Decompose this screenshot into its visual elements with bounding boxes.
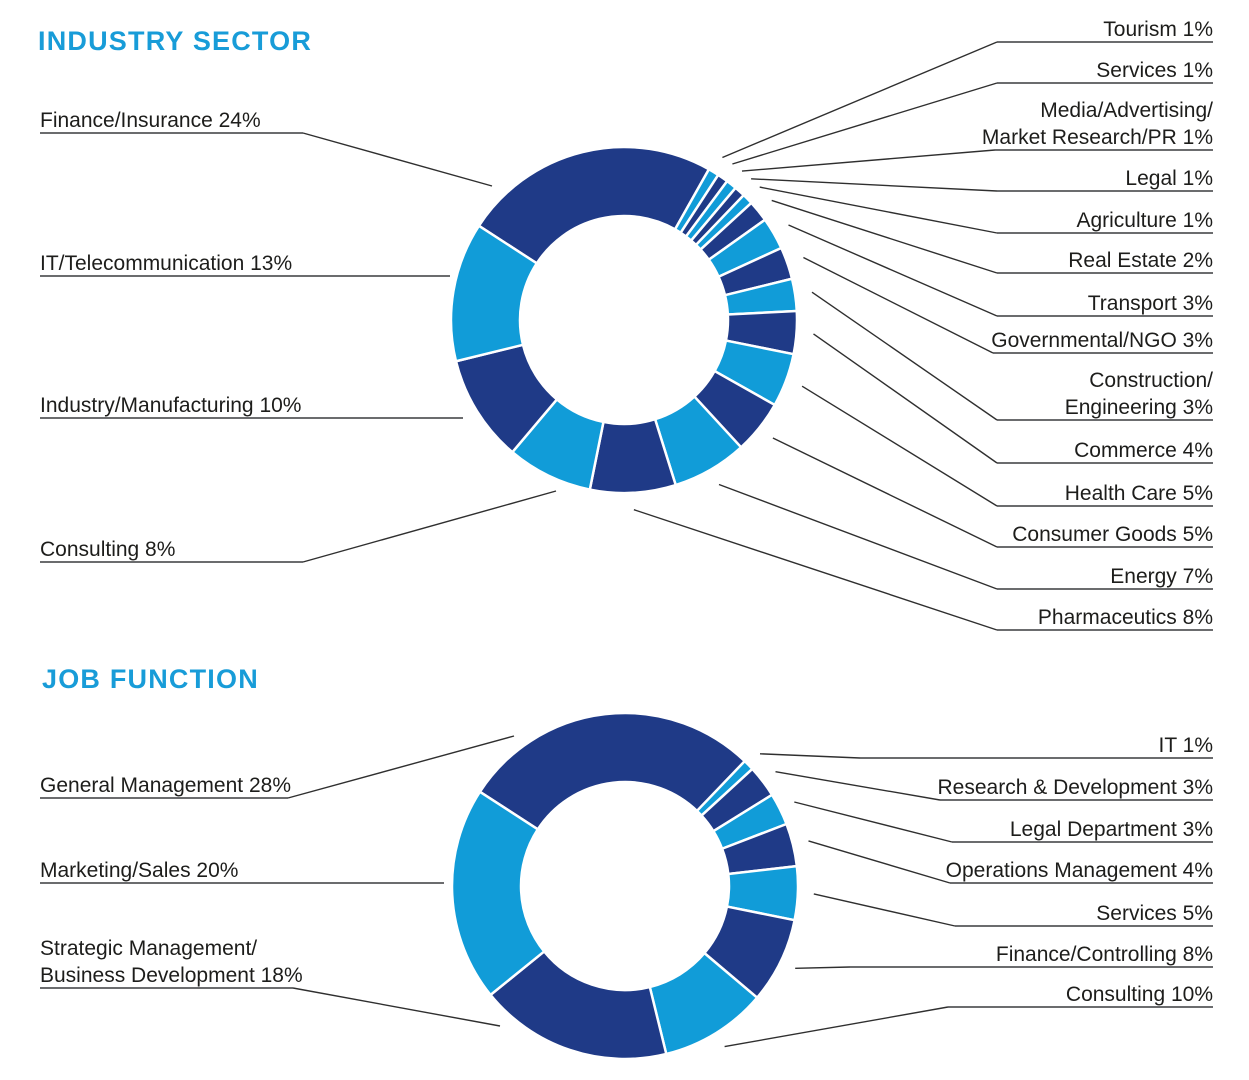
donut-slice-marketing-sales	[450, 790, 546, 997]
leader-line-finance-controlling	[795, 966, 851, 969]
slice-label-research-development: Research & Development 3%	[938, 776, 1213, 799]
slice-label-industry-manufacturing: Industry/Manufacturing 10%	[40, 394, 301, 417]
leader-line-consumer-goods	[772, 437, 998, 548]
chart-industry-sector: Finance/Insurance 24% Tourism 1% Services …	[40, 18, 1213, 631]
slice-label-media-advertising-market-research-pr-line2: Market Research/PR 1%	[982, 126, 1213, 149]
donut-slices	[449, 145, 799, 495]
leader-line-energy	[718, 483, 998, 590]
leader-line-it	[759, 753, 861, 759]
leader-line-finance-insurance	[302, 132, 493, 187]
slice-label-services: Services 1%	[1096, 59, 1213, 82]
leader-line-general-management	[287, 735, 515, 799]
slice-label-legal-department: Legal Department 3%	[1010, 818, 1213, 841]
slice-label-legal: Legal 1%	[1125, 167, 1213, 190]
slice-label-construction-engineering-line1: Construction/	[1089, 369, 1213, 392]
slice-label-tourism: Tourism 1%	[1103, 18, 1213, 41]
leader-line-operations-management	[808, 840, 951, 884]
leader-line-consulting	[302, 490, 557, 563]
slice-label-pharmaceutics: Pharmaceutics 8%	[1038, 606, 1213, 629]
leader-line-real-estate	[771, 199, 998, 274]
leader-line-governmental-ngo	[803, 256, 994, 354]
slice-label-media-advertising-market-research-pr-line1: Media/Advertising/	[1040, 99, 1213, 122]
leader-line-commerce	[813, 333, 998, 464]
slice-label-strategic-management-business-development-line1: Strategic Management/	[40, 937, 257, 960]
slice-label-agriculture: Agriculture 1%	[1076, 209, 1213, 232]
donut-slice-it-telecommunication	[449, 224, 539, 363]
slice-labels: General Management 28% IT 1% Research & De…	[40, 734, 1213, 1006]
chart-job-function: General Management 28% IT 1% Research & De…	[40, 711, 1213, 1061]
slice-label-marketing-sales: Marketing/Sales 20%	[40, 859, 238, 882]
slice-label-governmental-ngo: Governmental/NGO 3%	[991, 329, 1213, 352]
leader-line-pharmaceutics	[633, 509, 998, 631]
leader-line-media-advertising-market-research-pr	[741, 149, 996, 172]
slice-label-commerce: Commerce 4%	[1074, 439, 1213, 462]
leader-line-strategic-management-business-development	[292, 987, 501, 1027]
slice-label-transport: Transport 3%	[1088, 292, 1213, 315]
slice-label-it: IT 1%	[1159, 734, 1213, 757]
slice-label-finance-controlling: Finance/Controlling 8%	[996, 943, 1213, 966]
slice-label-construction-engineering-line2: Engineering 3%	[1065, 396, 1213, 419]
leader-lines	[40, 735, 1213, 1048]
slice-label-operations-management: Operations Management 4%	[946, 859, 1213, 882]
leader-line-legal	[751, 178, 998, 192]
slice-label-health-care: Health Care 5%	[1065, 482, 1213, 505]
leader-line-health-care	[801, 385, 998, 507]
slice-label-consumer-goods: Consumer Goods 5%	[1012, 523, 1213, 546]
slice-label-services: Services 5%	[1096, 902, 1213, 925]
slice-label-strategic-management-business-development-line2: Business Development 18%	[40, 964, 303, 987]
slice-labels: Finance/Insurance 24% Tourism 1% Services …	[40, 18, 1213, 629]
donut-slices	[450, 711, 800, 1061]
slice-label-real-estate: Real Estate 2%	[1068, 249, 1213, 272]
leader-line-services	[732, 82, 998, 165]
donut-slice-general-management	[478, 711, 746, 831]
donut-slice-finance-insurance	[477, 145, 711, 265]
slice-label-consulting: Consulting 10%	[1066, 983, 1213, 1006]
job-function-title: JOB FUNCTION	[42, 664, 259, 694]
leader-line-transport	[788, 224, 998, 317]
leader-line-construction-engineering	[811, 291, 998, 421]
leader-line-research-development	[775, 771, 941, 801]
leader-line-tourism	[722, 41, 998, 159]
leader-line-consulting	[724, 1006, 949, 1048]
slice-label-consulting: Consulting 8%	[40, 538, 175, 561]
slice-label-general-management: General Management 28%	[40, 774, 291, 797]
leader-lines	[40, 41, 1213, 631]
leader-line-legal-department	[794, 801, 953, 843]
leader-line-agriculture	[759, 186, 998, 234]
slice-label-energy: Energy 7%	[1110, 565, 1213, 588]
leader-line-services	[813, 893, 956, 927]
industry-sector-title: INDUSTRY SECTOR	[38, 26, 313, 56]
slice-label-it-telecommunication: IT/Telecommunication 13%	[40, 252, 292, 275]
slice-label-finance-insurance: Finance/Insurance 24%	[40, 109, 261, 132]
